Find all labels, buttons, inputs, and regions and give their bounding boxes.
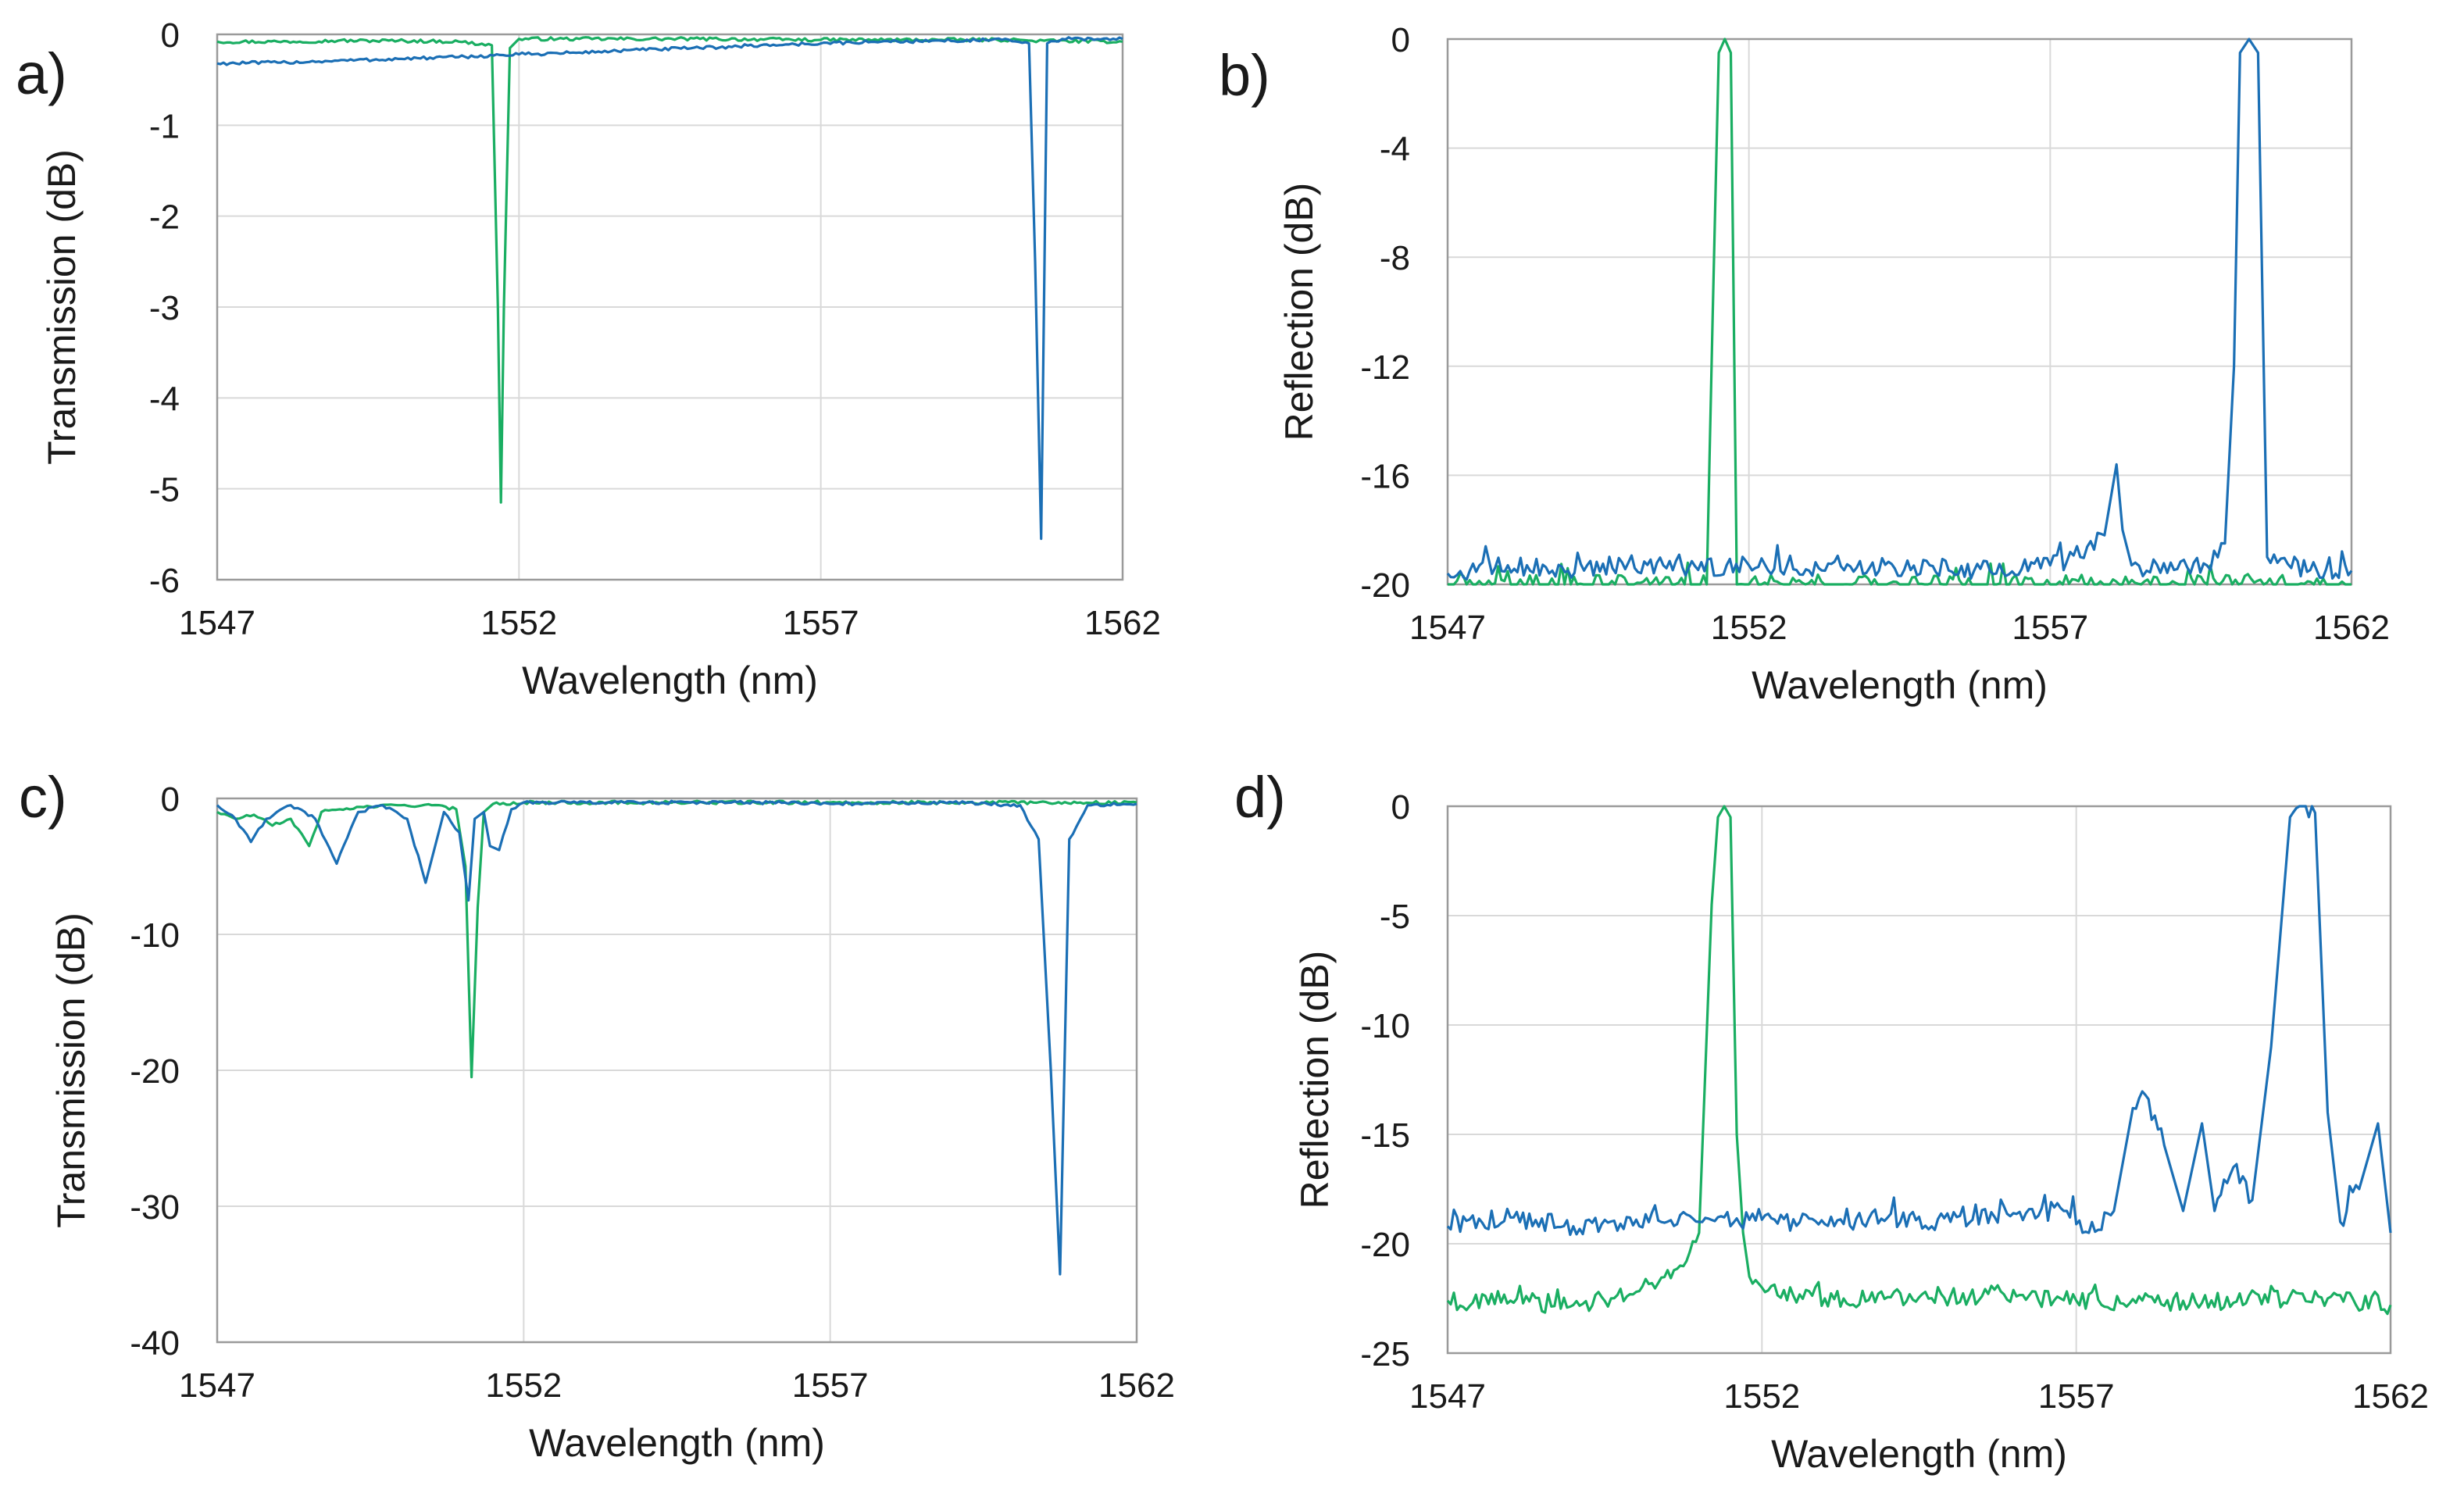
x-tick-label: 1557 (792, 1366, 869, 1405)
x-axis-title: Wavelength (nm) (522, 659, 818, 702)
panel-b: b) 1547 1552 1557 1562 0 -4 -8 -12 -16 -20 Waveleng… (1219, 21, 2390, 707)
y-tick-label: -2 (149, 198, 180, 237)
x-tick-label: 1557 (783, 604, 859, 642)
y-tick-label: -5 (1380, 898, 1410, 936)
plot-frame (216, 33, 1124, 581)
y-tick-label: 0 (1391, 788, 1410, 827)
x-tick-label: 1562 (1098, 1366, 1175, 1405)
y-tick-label: -4 (1380, 130, 1410, 169)
x-axis-title: Wavelength (nm) (529, 1421, 825, 1465)
y-axis-title: Transmission (dB) (40, 149, 84, 465)
series-line-blue (1446, 38, 2353, 581)
y-tick-label: -16 (1360, 457, 1410, 495)
x-axis-title: Wavelength (nm) (1752, 663, 2048, 707)
series-line-green (1448, 38, 2352, 586)
x-tick-label: 1547 (1409, 1377, 1486, 1416)
x-tick-label: 1547 (1409, 609, 1486, 647)
x-tick-label: 1547 (179, 1366, 255, 1405)
y-tick-label: -20 (1360, 566, 1410, 605)
panel-label: d) (1234, 765, 1286, 830)
x-tick-label: 1562 (2352, 1377, 2429, 1416)
y-tick-label: 0 (1391, 21, 1410, 59)
series-line-green (216, 36, 1123, 504)
plot-frame (216, 797, 1138, 1344)
y-axis-title: Reflection (dB) (1277, 183, 1321, 441)
y-tick-label: -25 (1360, 1335, 1410, 1373)
series-line-green (1446, 805, 2392, 1316)
y-tick-label: -5 (149, 471, 180, 509)
panel-d: d) 1547 1552 1557 1562 0 -5 -10 -15 -20 -25 Wavelen… (1234, 765, 2429, 1476)
y-tick-label: -30 (130, 1188, 180, 1227)
y-tick-label: -20 (1360, 1226, 1410, 1264)
series-line-blue (216, 799, 1137, 1276)
y-tick-label: 0 (161, 16, 180, 55)
y-tick-label: -1 (149, 107, 180, 145)
x-tick-label: 1552 (1723, 1377, 1800, 1416)
panel-c: c) 1547 1552 1557 1562 0 -10 -20 -30 -40 Wavelengt… (19, 765, 1175, 1465)
plot-frame (1446, 38, 2353, 586)
x-tick-label: 1547 (179, 604, 255, 642)
x-tick-label: 1552 (480, 604, 557, 642)
y-tick-label: -15 (1360, 1116, 1410, 1155)
panel-label: b) (1219, 43, 1270, 108)
x-tick-label: 1557 (2038, 1377, 2115, 1416)
plot-frame (1446, 805, 2392, 1355)
x-tick-label: 1562 (1084, 604, 1161, 642)
series-line-green (216, 799, 1137, 1079)
y-tick-label: -10 (130, 916, 180, 955)
y-tick-label: -8 (1380, 239, 1410, 277)
series-line-blue (1446, 805, 2392, 1237)
y-tick-label: 0 (161, 780, 180, 819)
series-line-blue (216, 36, 1123, 541)
panel-a: a) 1547 1552 1557 1562 0 -1 -2 -3 -4 -5 -6 Wavelengt… (16, 16, 1161, 702)
panel-label: a) (16, 41, 67, 106)
x-tick-label: 1562 (2313, 609, 2390, 647)
x-tick-label: 1552 (1711, 609, 1787, 647)
y-tick-label: -4 (149, 380, 180, 418)
y-axis-title: Transmission (dB) (49, 912, 93, 1228)
y-tick-label: -3 (149, 289, 180, 327)
y-tick-label: -12 (1360, 348, 1410, 387)
x-tick-label: 1552 (485, 1366, 562, 1405)
y-tick-label: -20 (130, 1052, 180, 1091)
panel-label: c) (19, 765, 67, 830)
x-tick-label: 1557 (2012, 609, 2088, 647)
y-tick-label: -10 (1360, 1007, 1410, 1045)
y-axis-title: Reflection (dB) (1293, 951, 1337, 1209)
x-axis-title: Wavelength (nm) (1771, 1432, 2067, 1476)
y-tick-label: -40 (130, 1324, 180, 1362)
y-tick-label: -6 (149, 562, 180, 600)
